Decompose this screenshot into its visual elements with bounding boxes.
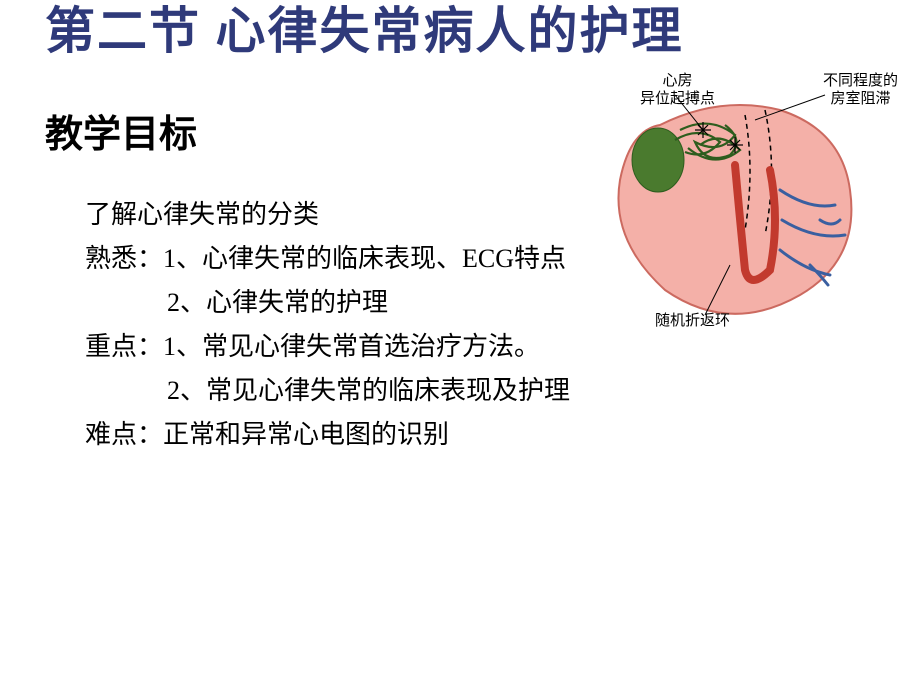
objective-line: 难点：正常和异常心电图的识别 bbox=[85, 413, 920, 457]
diagram-label-reentry: 随机折返环 bbox=[655, 312, 730, 330]
heart-diagram: 心房 异位起搏点 不同程度的 房室阻滞 随机折返环 bbox=[570, 70, 900, 330]
slide-title: 第二节 心律失常病人的护理 bbox=[0, 0, 920, 63]
objective-line: 重点：1、常见心律失常首选治疗方法。 bbox=[85, 325, 920, 369]
diagram-label-atrium: 心房 异位起搏点 bbox=[640, 72, 715, 108]
label-text: 异位起搏点 bbox=[640, 91, 715, 107]
label-text: 不同程度的 bbox=[823, 73, 898, 89]
diagram-label-avblock: 不同程度的 房室阻滞 bbox=[823, 72, 898, 108]
label-text: 心房 bbox=[663, 73, 693, 89]
objective-line: 2、常见心律失常的临床表现及护理 bbox=[85, 369, 920, 413]
label-text: 房室阻滞 bbox=[830, 91, 890, 107]
